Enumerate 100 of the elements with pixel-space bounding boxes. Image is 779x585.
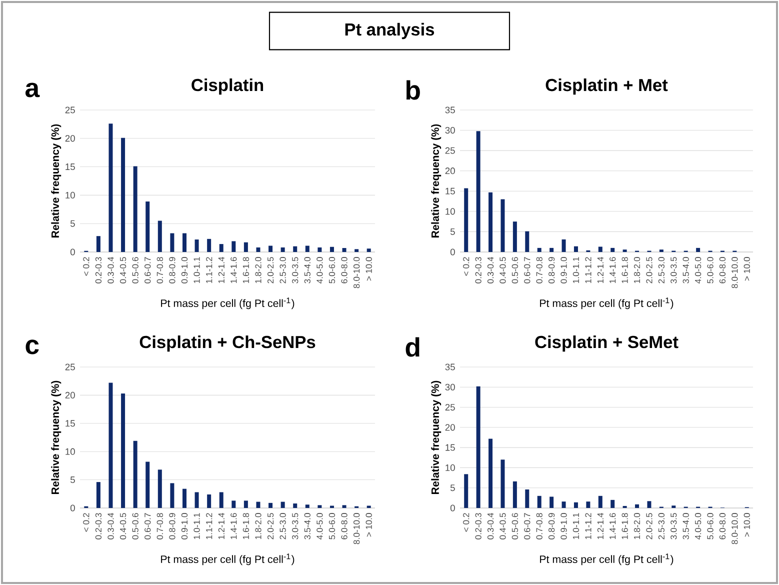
x-tick-label: 0.9-1.0 bbox=[181, 257, 188, 284]
x-tick-label: 6.0-8.0 bbox=[341, 257, 348, 284]
bar bbox=[170, 483, 174, 508]
x-tick-label: 8.0-10.0 bbox=[354, 513, 360, 544]
x-tick-label: 0.9-1.0 bbox=[560, 257, 567, 284]
bar bbox=[464, 474, 468, 508]
bar bbox=[598, 246, 602, 252]
y-tick-label: 15 bbox=[66, 164, 75, 170]
x-tick-label: 1.8-2.0 bbox=[634, 513, 640, 540]
bar bbox=[108, 382, 113, 508]
bar bbox=[525, 231, 530, 252]
x-tick-label: 1.1-1.2 bbox=[585, 257, 592, 284]
x-tick-label: 0.4-0.5 bbox=[500, 513, 506, 540]
x-tick-label: 2.0-2.5 bbox=[646, 513, 652, 540]
y-axis-title: Relative frequency (%) bbox=[51, 380, 62, 494]
x-tick-label: 3.5-4.0 bbox=[682, 257, 689, 284]
x-tick-label: > 10.0 bbox=[366, 257, 372, 281]
x-tick-label: 8.0-10.0 bbox=[354, 257, 360, 288]
x-tick-label: 0.2-0.3 bbox=[475, 257, 482, 284]
y-axis-title: Relative frequency (%) bbox=[431, 380, 442, 494]
x-tick-label: 2.5-3.0 bbox=[658, 513, 665, 540]
x-tick-label: < 0.2 bbox=[83, 257, 90, 276]
bar bbox=[194, 239, 199, 252]
bar bbox=[476, 131, 480, 252]
bar bbox=[574, 502, 578, 508]
y-tick-label: 0 bbox=[70, 248, 75, 256]
x-tick-label: 5.0-6.0 bbox=[328, 257, 336, 284]
y-tick-label: 0 bbox=[450, 504, 455, 512]
x-tick-label: 8.0-10.0 bbox=[732, 257, 738, 288]
bar bbox=[146, 201, 150, 252]
x-tick-label: 0.6-0.7 bbox=[144, 257, 151, 284]
y-tick-label: 35 bbox=[445, 106, 455, 114]
bar bbox=[268, 246, 273, 252]
bar bbox=[525, 489, 530, 508]
bar bbox=[146, 462, 150, 508]
y-tick-label: 25 bbox=[445, 147, 455, 154]
x-tick-label: 6.0-8.0 bbox=[719, 257, 726, 284]
x-axis-title: Pt mass per cell (fg Pt cell$^{-1}$) bbox=[161, 554, 294, 566]
x-tick-label: 3.0-3.5 bbox=[292, 257, 298, 284]
x-tick-label: 4.0-5.0 bbox=[316, 513, 323, 540]
x-tick-label: 3.5-4.0 bbox=[682, 513, 689, 540]
bar bbox=[219, 492, 224, 508]
x-tick-label: 0.9-1.0 bbox=[560, 513, 567, 540]
bar bbox=[207, 494, 212, 508]
bar bbox=[598, 496, 602, 508]
x-tick-label: 1.0-1.1 bbox=[572, 513, 580, 540]
x-tick-label: 1.6-1.8 bbox=[242, 513, 250, 540]
x-tick-label: 5.0-6.0 bbox=[707, 257, 714, 284]
x-axis-title: Pt mass per cell (fg Pt cell$^{-1}$) bbox=[161, 298, 294, 310]
bar bbox=[121, 138, 126, 252]
x-tick-label: 0.9-1.0 bbox=[181, 513, 188, 540]
bar bbox=[512, 222, 517, 252]
x-tick-label: 0.8-0.9 bbox=[169, 513, 176, 540]
x-tick-label: 0.8-0.9 bbox=[548, 257, 555, 284]
bar bbox=[293, 503, 298, 508]
x-tick-label: 0.2-0.3 bbox=[95, 513, 102, 540]
bar bbox=[647, 501, 652, 508]
bar bbox=[342, 248, 346, 252]
bar bbox=[121, 393, 126, 508]
x-tick-label: 3.0-3.5 bbox=[292, 513, 298, 540]
y-tick-label: 25 bbox=[65, 106, 75, 114]
x-tick-label: 1.1-1.2 bbox=[206, 513, 212, 540]
chart-title: Cisplatin + Ch-SeNPs bbox=[140, 335, 316, 352]
x-tick-label: 4.0-5.0 bbox=[695, 257, 702, 284]
y-axis-title: Relative frequency (%) bbox=[431, 124, 442, 238]
x-tick-label: 0.5-0.6 bbox=[512, 513, 518, 540]
x-tick-label: 1.2-1.4 bbox=[597, 512, 604, 540]
bar bbox=[318, 247, 322, 252]
x-tick-label: 1.6-1.8 bbox=[622, 257, 628, 284]
bar bbox=[133, 440, 138, 508]
x-tick-label: 1.0-1.1 bbox=[572, 257, 580, 284]
x-tick-label: 2.5-3.0 bbox=[280, 513, 286, 540]
bar bbox=[537, 248, 542, 252]
x-tick-label: 3.5-4.0 bbox=[304, 257, 310, 284]
bar bbox=[550, 496, 554, 508]
bar bbox=[158, 220, 162, 252]
x-tick-label: 0.7-0.8 bbox=[156, 257, 163, 284]
bar bbox=[194, 492, 199, 508]
x-tick-label: 2.0-2.5 bbox=[646, 257, 652, 284]
bar bbox=[635, 504, 640, 508]
x-tick-label: 0.5-0.6 bbox=[132, 257, 138, 284]
bar bbox=[96, 482, 100, 508]
y-tick-label: 25 bbox=[65, 364, 75, 370]
bar bbox=[696, 248, 700, 252]
x-tick-label: 5.0-6.0 bbox=[707, 513, 714, 540]
bar bbox=[550, 248, 554, 252]
bar bbox=[342, 505, 346, 508]
bar bbox=[232, 500, 236, 508]
text: a bbox=[25, 82, 40, 98]
x-tick-label: 1.4-1.6 bbox=[610, 513, 616, 540]
x-tick-label: 1.2-1.4 bbox=[218, 256, 224, 284]
x-tick-label: 4.0-5.0 bbox=[316, 257, 323, 284]
x-tick-label: 0.6-0.7 bbox=[524, 513, 530, 540]
y-tick-label: 5 bbox=[70, 220, 75, 227]
y-tick-label: 5 bbox=[70, 476, 75, 484]
chart-title: Cisplatin + SeMet bbox=[535, 335, 678, 352]
bar bbox=[280, 247, 285, 252]
x-tick-label: 1.4-1.6 bbox=[230, 257, 237, 284]
bar bbox=[244, 500, 248, 508]
x-tick-label: 0.2-0.3 bbox=[475, 513, 482, 540]
